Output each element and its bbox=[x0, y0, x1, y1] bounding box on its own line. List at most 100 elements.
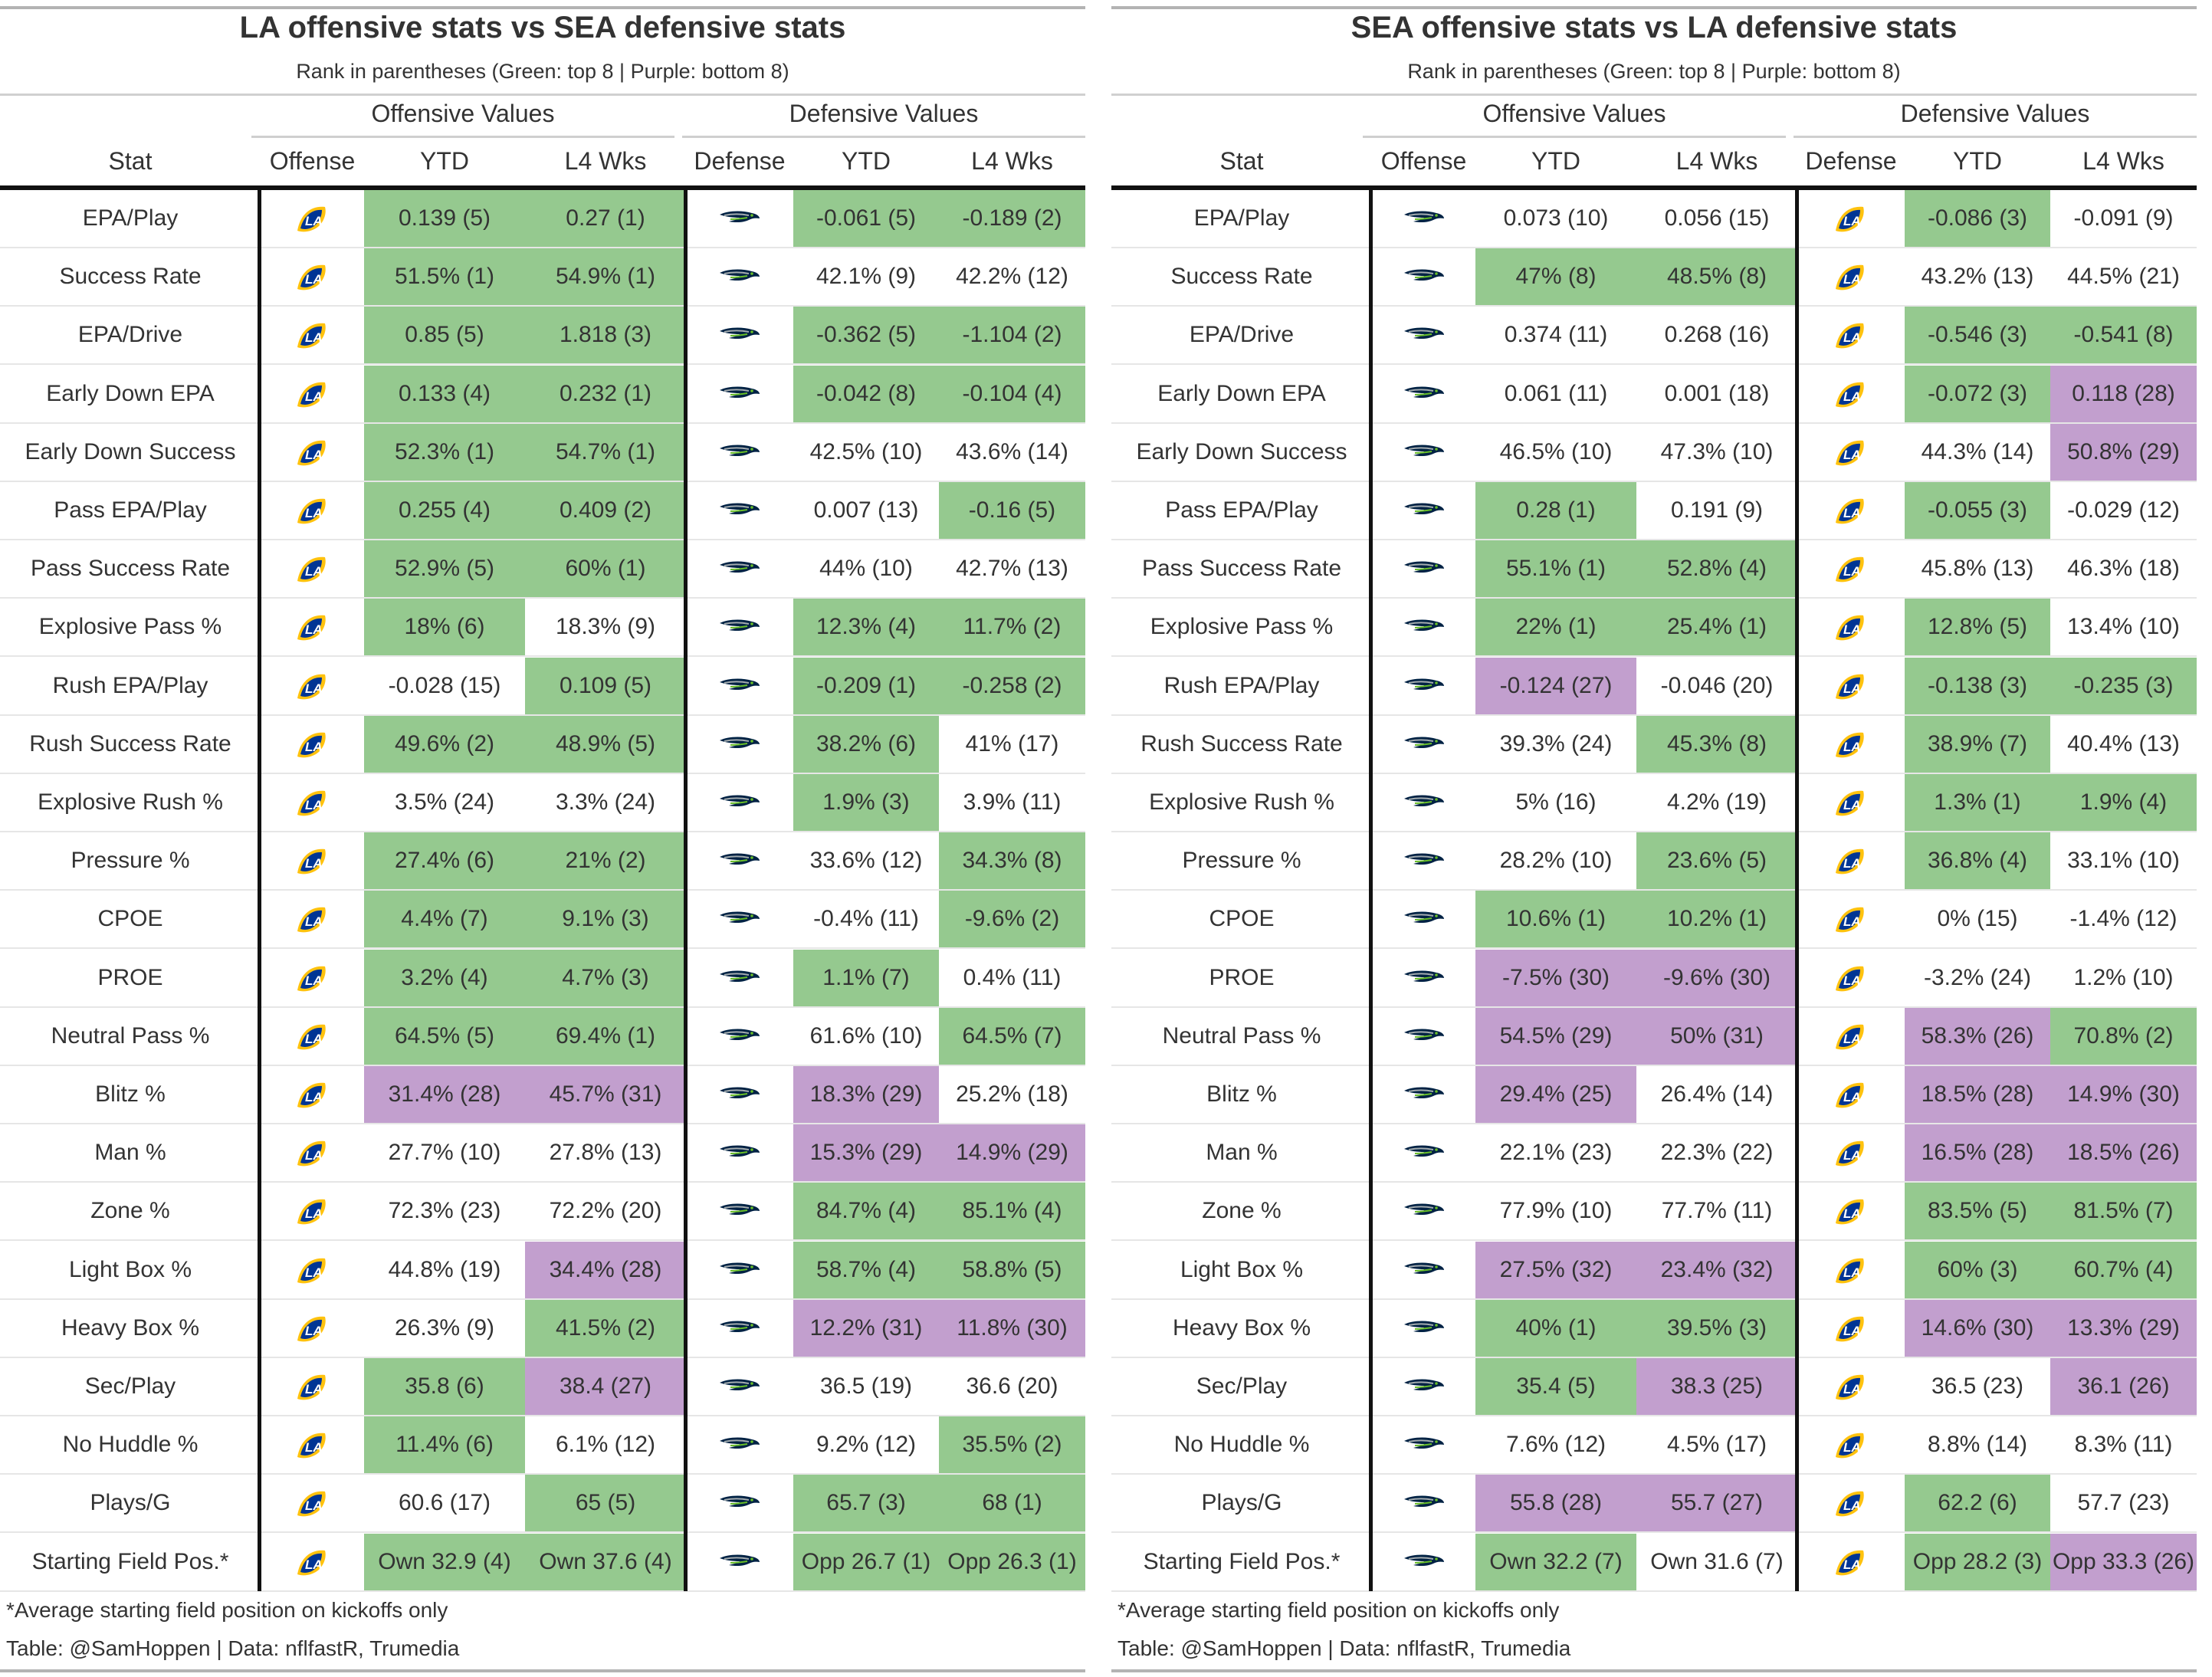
def-l4-cell: -0.235 (3) bbox=[2050, 657, 2197, 714]
table-row: Pressure % 28.2% (10) 23.6% (5) 36.8% (4) 33… bbox=[1111, 832, 2197, 891]
row-divider bbox=[1111, 305, 2197, 307]
stat-cell: Blitz % bbox=[1206, 1081, 1277, 1107]
table-row: Pass Success Rate 55.1% (1) 52.8% (4) 45.8%… bbox=[1111, 540, 2197, 599]
stat-cell: Success Rate bbox=[1170, 264, 1313, 290]
def-l4-cell: 57.7 (23) bbox=[2077, 1490, 2170, 1516]
def-l4-cell: 58.8% (5) bbox=[939, 1241, 1085, 1298]
off-l4-cell: 6.1% (12) bbox=[555, 1432, 656, 1458]
svg-text:LA: LA bbox=[1843, 214, 1861, 228]
svg-text:LA: LA bbox=[1843, 1206, 1861, 1221]
off-l4-cell: 77.7% (11) bbox=[1661, 1198, 1773, 1224]
def-ytd-cell: 38.2% (6) bbox=[793, 715, 939, 773]
table-title: LA offensive stats vs SEA defensive stat… bbox=[239, 11, 846, 44]
seahawks-logo-icon bbox=[1372, 1534, 1475, 1590]
def-l4-cell: -0.029 (12) bbox=[2067, 497, 2180, 523]
def-l4-cell: -1.4% (12) bbox=[2069, 906, 2178, 932]
table-row: Pressure % 27.4% (6) 21% (2) 33.6% (12) 34.3… bbox=[0, 832, 1085, 891]
def-l4-cell: 41% (17) bbox=[965, 730, 1059, 756]
subtitle-rule bbox=[1111, 94, 2197, 96]
rams-logo-icon: LA bbox=[1797, 774, 1905, 831]
def-l4-cell: 44.5% (21) bbox=[2067, 264, 2180, 290]
off-ytd-cell: 55.8 (28) bbox=[1475, 1475, 1636, 1532]
def-l4-cell: 35.5% (2) bbox=[939, 1416, 1085, 1474]
table-row: Pass EPA/Play 0.28 (1) 0.191 (9) -0.055 (3)… bbox=[1111, 482, 2197, 540]
rams-logo-icon: LA bbox=[1797, 307, 1905, 363]
def-ytd-cell: 42.5% (10) bbox=[809, 438, 923, 464]
stat-cell: Sec/Play bbox=[1196, 1373, 1288, 1399]
svg-text:LA: LA bbox=[1843, 740, 1861, 754]
def-l4-cell: -0.541 (8) bbox=[2050, 307, 2197, 364]
svg-text:LA: LA bbox=[305, 1557, 323, 1572]
seahawks-logo-icon bbox=[686, 190, 793, 247]
off-l4-cell: 0.109 (5) bbox=[525, 657, 686, 714]
def-l4-cell: -0.16 (5) bbox=[939, 482, 1085, 539]
def-ytd-cell: 33.6% (12) bbox=[809, 848, 923, 874]
table-row: No Huddle % 7.6% (12) 4.5% (17) 8.8% (14) 8.… bbox=[1111, 1416, 2197, 1475]
def-l4-cell: 43.6% (14) bbox=[956, 438, 1068, 464]
svg-text:LA: LA bbox=[305, 214, 323, 228]
rams-logo-icon: LA bbox=[261, 482, 364, 539]
stat-cell: Neutral Pass % bbox=[51, 1022, 210, 1049]
rams-logo-icon: LA bbox=[1797, 1416, 1905, 1473]
col-header-offense: Offense bbox=[269, 147, 356, 175]
off-l4-cell: 4.7% (3) bbox=[525, 949, 686, 1006]
def-ytd-cell: -0.086 (3) bbox=[1905, 190, 2050, 247]
svg-text:LA: LA bbox=[305, 622, 323, 637]
col-header-def-l4: L4 Wks bbox=[971, 147, 1053, 175]
rams-logo-icon: LA bbox=[1797, 950, 1905, 1006]
def-l4-cell: Opp 33.3 (26) bbox=[2050, 1533, 2197, 1590]
off-l4-cell: 55.7 (27) bbox=[1636, 1475, 1797, 1532]
seahawks-logo-icon bbox=[686, 1475, 793, 1531]
seahawks-logo-icon bbox=[1372, 424, 1475, 481]
def-ytd-cell: 36.5 (19) bbox=[819, 1373, 913, 1399]
off-ytd-cell: 0.85 (5) bbox=[364, 307, 525, 364]
def-ytd-cell: 58.3% (26) bbox=[1905, 1007, 2050, 1065]
table-row: PROE -7.5% (30) -9.6% (30) -3.2% (24) 1.2% (… bbox=[1111, 949, 2197, 1008]
def-l4-cell: 13.3% (29) bbox=[2050, 1299, 2197, 1357]
off-l4-cell: 25.4% (1) bbox=[1636, 599, 1797, 656]
svg-text:LA: LA bbox=[1843, 622, 1861, 637]
stat-cell: Plays/G bbox=[90, 1490, 171, 1516]
svg-text:LA: LA bbox=[305, 564, 323, 579]
def-ytd-cell: -0.061 (5) bbox=[793, 190, 939, 247]
table-subtitle: Rank in parentheses (Green: top 8 | Purp… bbox=[296, 60, 789, 83]
off-ytd-cell: 35.8 (6) bbox=[364, 1358, 525, 1415]
off-l4-cell: 4.2% (19) bbox=[1666, 789, 1767, 815]
def-ytd-cell: 44% (10) bbox=[819, 556, 913, 582]
table-row: CPOE 4.4% (7) 9.1% (3) -0.4% (11) -9.6% (2) L… bbox=[0, 891, 1085, 950]
off-ytd-cell: 0.255 (4) bbox=[364, 482, 525, 539]
column-divider bbox=[684, 190, 688, 1591]
def-l4-cell: 18.5% (26) bbox=[2050, 1124, 2197, 1182]
def-ytd-cell: -0.209 (1) bbox=[793, 657, 939, 714]
def-ytd-cell: 0% (15) bbox=[1937, 906, 2018, 932]
svg-text:LA: LA bbox=[1843, 1557, 1861, 1572]
svg-text:LA: LA bbox=[1843, 1498, 1861, 1513]
rams-logo-icon: LA bbox=[261, 658, 364, 714]
table-row: Zone % 72.3% (23) 72.2% (20) 84.7% (4) 85.1%… bbox=[0, 1183, 1085, 1242]
off-ytd-cell: 4.4% (7) bbox=[364, 891, 525, 948]
credits: Table: @SamHoppen | Data: nflfastR, Trum… bbox=[6, 1636, 460, 1660]
stat-cell: Sec/Play bbox=[84, 1373, 176, 1399]
def-ytd-cell: 15.3% (29) bbox=[793, 1124, 939, 1182]
stat-cell: Starting Field Pos.* bbox=[1143, 1548, 1341, 1574]
svg-text:LA: LA bbox=[1843, 1090, 1861, 1104]
off-ytd-cell: 3.5% (24) bbox=[394, 789, 495, 815]
off-ytd-cell: 7.6% (12) bbox=[1505, 1432, 1606, 1458]
off-l4-cell: 0.191 (9) bbox=[1670, 497, 1764, 523]
def-ytd-cell: 14.6% (30) bbox=[1905, 1299, 2050, 1357]
stat-cell: Neutral Pass % bbox=[1162, 1022, 1321, 1049]
row-divider bbox=[0, 1181, 1085, 1183]
rams-logo-icon: LA bbox=[1797, 1183, 1905, 1239]
row-divider bbox=[0, 831, 1085, 832]
off-ytd-cell: 3.2% (4) bbox=[364, 949, 525, 1006]
row-divider bbox=[1111, 714, 2197, 716]
svg-text:LA: LA bbox=[305, 1032, 323, 1046]
def-ytd-cell: 1.1% (7) bbox=[793, 949, 939, 1006]
off-ytd-cell: -7.5% (30) bbox=[1475, 949, 1636, 1006]
stat-cell: Starting Field Pos.* bbox=[31, 1548, 229, 1574]
stat-cell: Explosive Pass % bbox=[38, 614, 222, 640]
credits: Table: @SamHoppen | Data: nflfastR, Trum… bbox=[1117, 1636, 1571, 1660]
def-ytd-cell: 12.2% (31) bbox=[793, 1299, 939, 1357]
def-ytd-cell: -0.055 (3) bbox=[1905, 482, 2050, 539]
off-l4-cell: Own 31.6 (7) bbox=[1650, 1548, 1784, 1574]
